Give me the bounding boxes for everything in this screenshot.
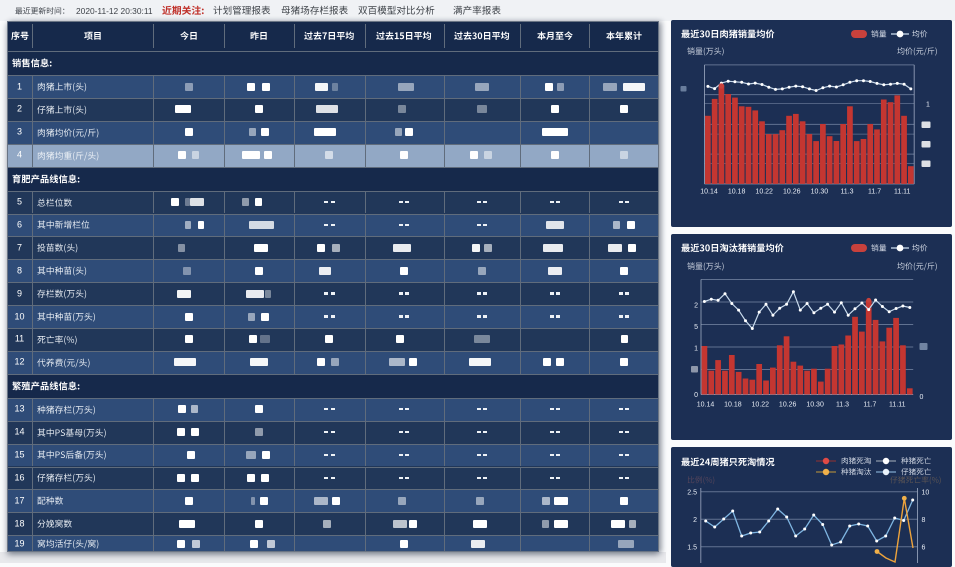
- svg-text:8: 8: [922, 517, 926, 524]
- svg-text:0: 0: [920, 394, 924, 401]
- svg-text:10.22: 10.22: [752, 402, 770, 409]
- svg-text:10: 10: [922, 490, 930, 497]
- svg-text:10.30: 10.30: [811, 189, 829, 196]
- svg-text:10.18: 10.18: [728, 189, 746, 196]
- svg-text:10.26: 10.26: [779, 402, 797, 409]
- svg-text:2.5: 2.5: [687, 490, 697, 497]
- svg-text:10.14: 10.14: [697, 402, 715, 409]
- svg-text:11.7: 11.7: [868, 189, 881, 196]
- svg-text:1.5: 1.5: [687, 545, 697, 552]
- svg-text:10.14: 10.14: [700, 189, 718, 196]
- svg-text:5: 5: [694, 324, 698, 331]
- svg-text:11.7: 11.7: [863, 402, 876, 409]
- svg-text:11.3: 11.3: [840, 189, 853, 196]
- svg-text:1: 1: [926, 101, 930, 108]
- svg-text:10.22: 10.22: [755, 189, 773, 196]
- svg-text:10.18: 10.18: [724, 402, 742, 409]
- svg-text:10.26: 10.26: [783, 189, 801, 196]
- svg-text:11.3: 11.3: [836, 402, 849, 409]
- svg-text:11.11: 11.11: [889, 402, 906, 409]
- svg-text:0: 0: [694, 392, 698, 399]
- svg-text:11.11: 11.11: [894, 189, 911, 196]
- svg-text:1: 1: [694, 346, 698, 353]
- svg-text:6: 6: [922, 545, 926, 552]
- svg-text:2: 2: [693, 517, 697, 524]
- svg-text:10.30: 10.30: [806, 402, 824, 409]
- svg-text:2: 2: [694, 303, 698, 310]
